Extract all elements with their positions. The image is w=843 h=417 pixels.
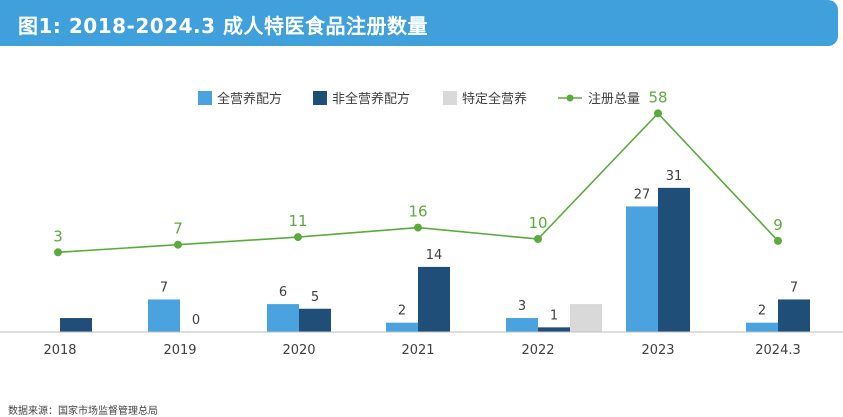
bar-1-2020: [267, 304, 299, 332]
bar-label-2-2024.3: 7: [790, 280, 798, 295]
title-banner: 图1: 2018-2024.3 成人特医食品注册数量: [0, 0, 838, 46]
x-tick-2023: 2023: [641, 343, 674, 358]
bar-label-1-2024.3: 2: [758, 304, 766, 319]
line-label-2018: 3: [53, 227, 63, 245]
total-line-series: 3 7 11 16 10 58 9: [53, 88, 783, 257]
bar-label-2-2022: 1: [550, 308, 558, 323]
x-tick-2021: 2021: [401, 343, 434, 358]
legend-swatch-series2: [313, 91, 327, 105]
bar-2-2023: [658, 187, 690, 332]
bar-label-2-2019: 0: [192, 313, 200, 328]
line-point-2019: [174, 240, 182, 249]
bar-1-2022: [506, 318, 538, 332]
bar-label-2-2021: 14: [426, 248, 443, 263]
line-label-2020: 11: [288, 212, 307, 230]
bar-2-2020: [299, 308, 331, 332]
line-label-2021: 16: [408, 203, 427, 221]
bar-label-1-2021: 2: [398, 304, 406, 319]
bar-label-1-2020: 6: [279, 285, 287, 300]
legend-label-series1: 全营养配方: [217, 91, 282, 107]
line-point-2022: [534, 235, 542, 243]
bar-label-2-2020: 5: [311, 290, 319, 305]
line-label-2023: 58: [648, 88, 667, 106]
line-point-2024.3: [774, 236, 782, 245]
bar-label-2-2023: 31: [666, 169, 683, 184]
bar-label-1-2023: 27: [634, 187, 651, 202]
bar-label-1-2022: 3: [518, 299, 526, 314]
line-label-2019: 7: [173, 220, 183, 238]
bar-series: 7 6 2 3 27 2 0 5 14 1 31 7: [60, 169, 810, 332]
x-tick-2018: 2018: [43, 343, 76, 358]
bar-1-2024.3: [746, 322, 778, 332]
line-label-2022: 10: [528, 214, 547, 232]
x-tick-2022: 2022: [521, 343, 554, 358]
legend-label-line: 注册总量: [588, 92, 640, 107]
bar-3-2022: [570, 304, 602, 332]
bar-label-1-2019: 7: [160, 280, 168, 295]
x-tick-labels: 2018 2019 2020 2021 2022 2023 2024.3: [43, 343, 800, 358]
bar-1-2019: [148, 299, 180, 332]
x-tick-2019: 2019: [163, 343, 196, 358]
bar-2-2024.3: [778, 299, 810, 332]
x-tick-2020: 2020: [282, 343, 315, 358]
line-point-2020: [294, 233, 302, 242]
line-label-2024.3: 9: [773, 216, 783, 234]
legend-label-series2: 非全营养配方: [332, 91, 410, 107]
bar-1-2023: [626, 206, 658, 332]
line-point-2021: [414, 223, 422, 232]
legend-swatch-series3: [443, 91, 457, 105]
bar-2-2018: [60, 318, 92, 332]
bar-1-2021: [386, 322, 418, 332]
legend-line-dot: [566, 94, 574, 102]
line-point-2018: [54, 248, 62, 257]
legend: 全营养配方 非全营养配方 特定全营养 注册总量: [198, 91, 640, 107]
legend-swatch-series1: [198, 91, 212, 105]
bar-2-2021: [418, 266, 450, 332]
legend-label-series3: 特定全营养: [462, 91, 527, 107]
chart-area: 全营养配方 非全营养配方 特定全营养 注册总量 7 6 2 3 27 2 0 5 14 1 317 …: [0, 88, 843, 358]
bar-2-2022: [538, 327, 570, 332]
line-point-2023: [654, 109, 662, 118]
chart-title: 图1: 2018-2024.3 成人特医食品注册数量: [18, 14, 428, 38]
x-tick-2024.3: 2024.3: [755, 343, 801, 358]
data-source-note: 数据来源：国家市场监督管理总局: [8, 406, 158, 417]
